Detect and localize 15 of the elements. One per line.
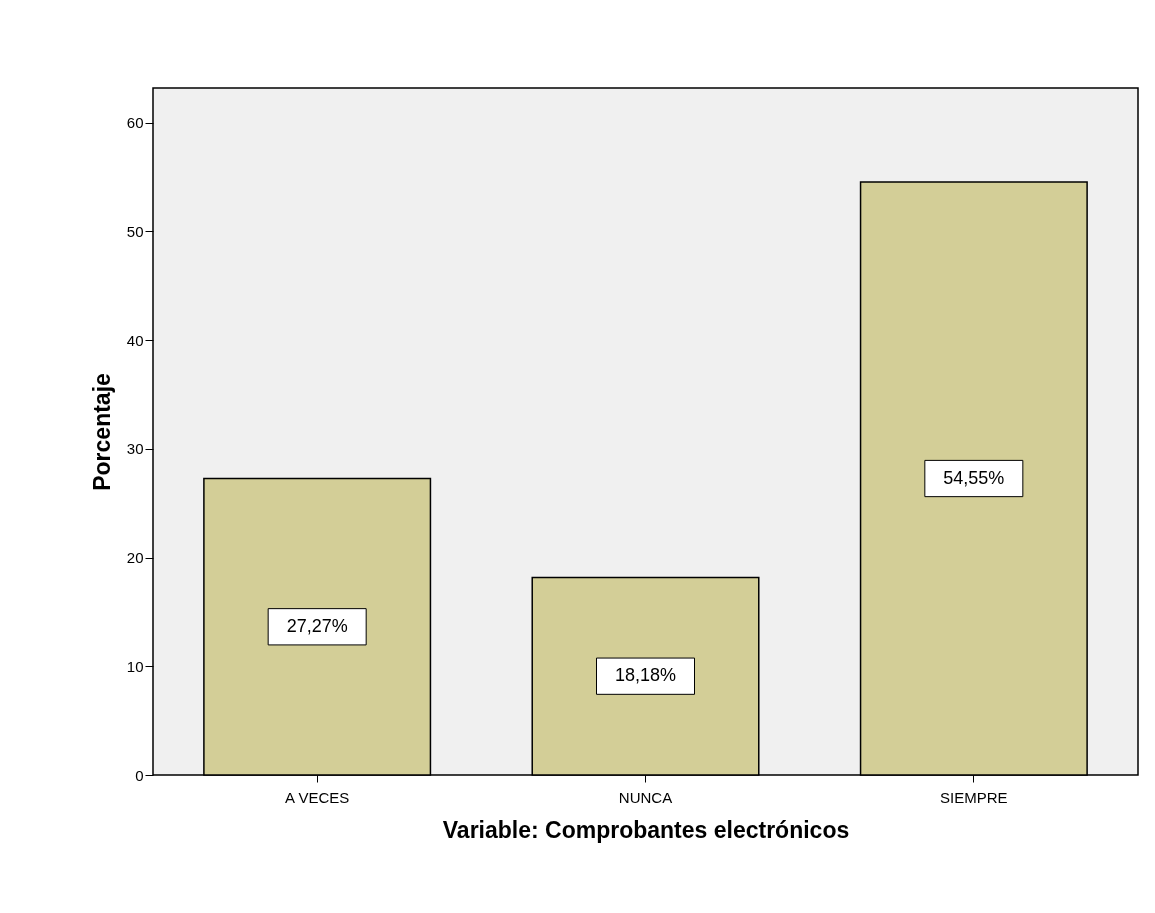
x-axis-title: Variable: Comprobantes electrónicos bbox=[442, 816, 850, 843]
data-label: 18,18% bbox=[614, 665, 677, 686]
x-tick-label: SIEMPRE bbox=[940, 788, 1008, 806]
data-label: 54,55% bbox=[943, 467, 1005, 488]
y-tick-label: 60 bbox=[126, 114, 144, 132]
y-tick-label: 40 bbox=[126, 331, 144, 349]
x-tick-label: A VECES bbox=[285, 788, 350, 806]
y-tick-label: 50 bbox=[126, 222, 144, 240]
y-tick-label: 30 bbox=[126, 440, 144, 458]
data-label: 27,27% bbox=[286, 615, 348, 636]
y-axis-title: Porcentaje bbox=[88, 373, 115, 491]
x-tick-label: NUNCA bbox=[618, 788, 673, 806]
y-tick-label: 0 bbox=[135, 766, 144, 784]
y-tick-label: 20 bbox=[126, 549, 144, 567]
y-tick-label: 10 bbox=[126, 657, 144, 675]
